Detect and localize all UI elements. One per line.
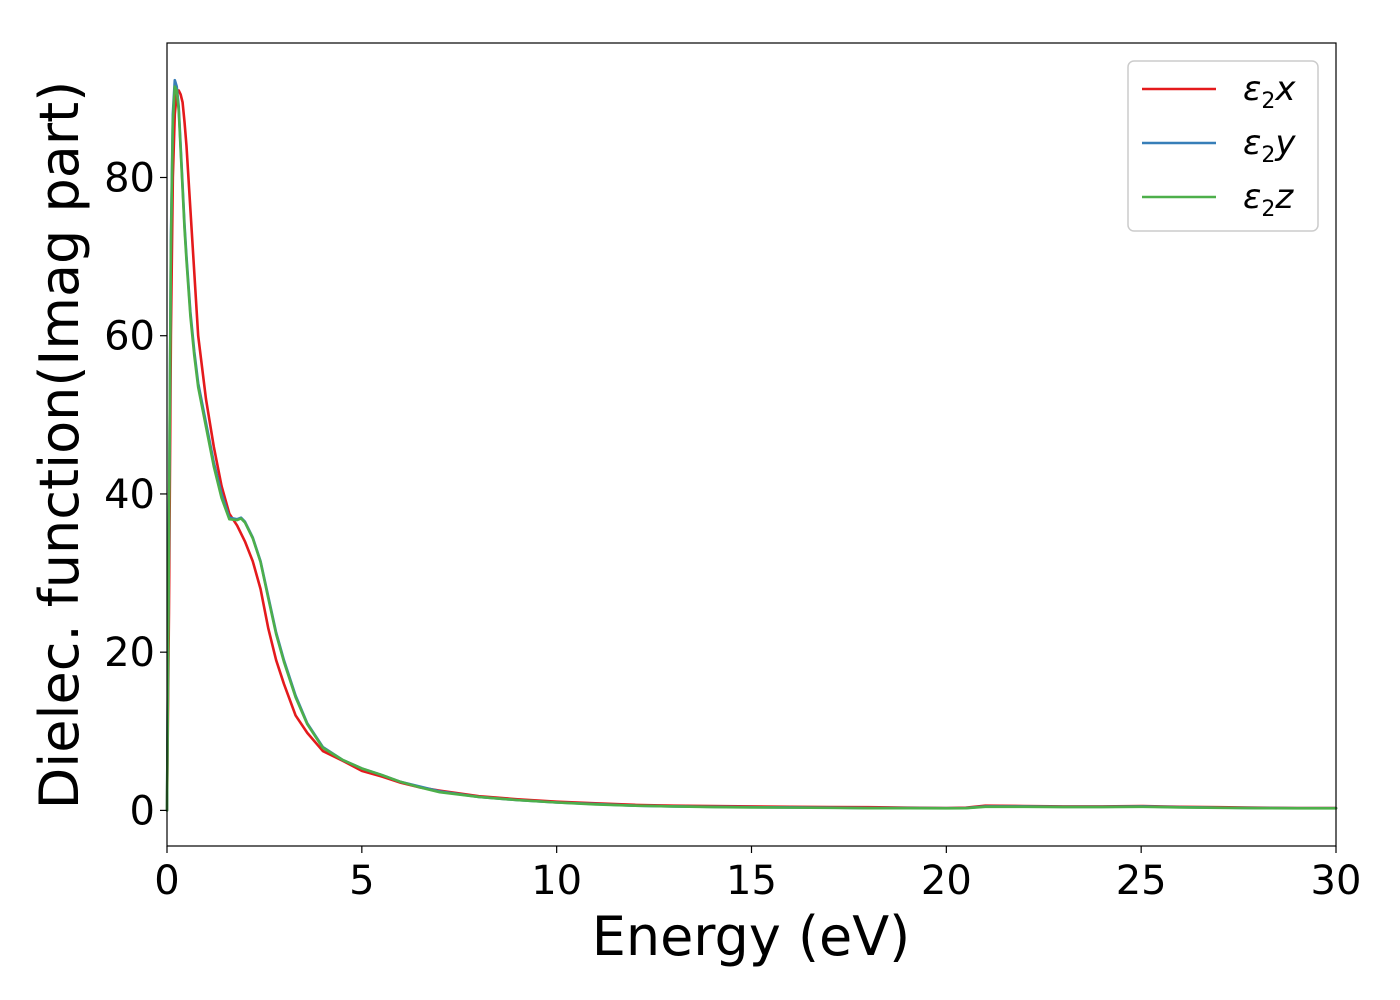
x-tick-label: 10 xyxy=(531,858,582,904)
legend-label-y: ε2y xyxy=(1243,123,1296,168)
y-tick-label: 80 xyxy=(104,155,155,201)
legend-label-x: ε2x xyxy=(1243,69,1296,114)
x-tick-label: 20 xyxy=(921,858,972,904)
y-tick-label: 40 xyxy=(104,472,155,518)
x-tick-label: 0 xyxy=(154,858,179,904)
x-tick-label: 25 xyxy=(1116,858,1167,904)
y-tick-label: 0 xyxy=(130,788,155,834)
legend-label-z: ε2z xyxy=(1243,177,1294,222)
y-axis-ticks: 0 20 40 60 80 xyxy=(104,155,167,834)
y-axis-label: Dielec. function(Imag part) xyxy=(28,81,91,810)
series-line-z xyxy=(165,85,1338,812)
plot-curves xyxy=(165,78,1338,812)
legend-box xyxy=(1127,60,1319,232)
x-tick-label: 30 xyxy=(1311,858,1362,904)
x-axis-ticks: 0 5 10 15 20 25 30 xyxy=(154,846,1361,904)
x-axis-label: Energy (eV) xyxy=(592,905,911,968)
y-tick-label: 20 xyxy=(104,630,155,676)
y-tick-label: 60 xyxy=(104,314,155,360)
x-tick-label: 5 xyxy=(349,858,374,904)
legend: ε2x ε2y ε2z xyxy=(1127,60,1319,232)
x-tick-label: 15 xyxy=(726,858,777,904)
